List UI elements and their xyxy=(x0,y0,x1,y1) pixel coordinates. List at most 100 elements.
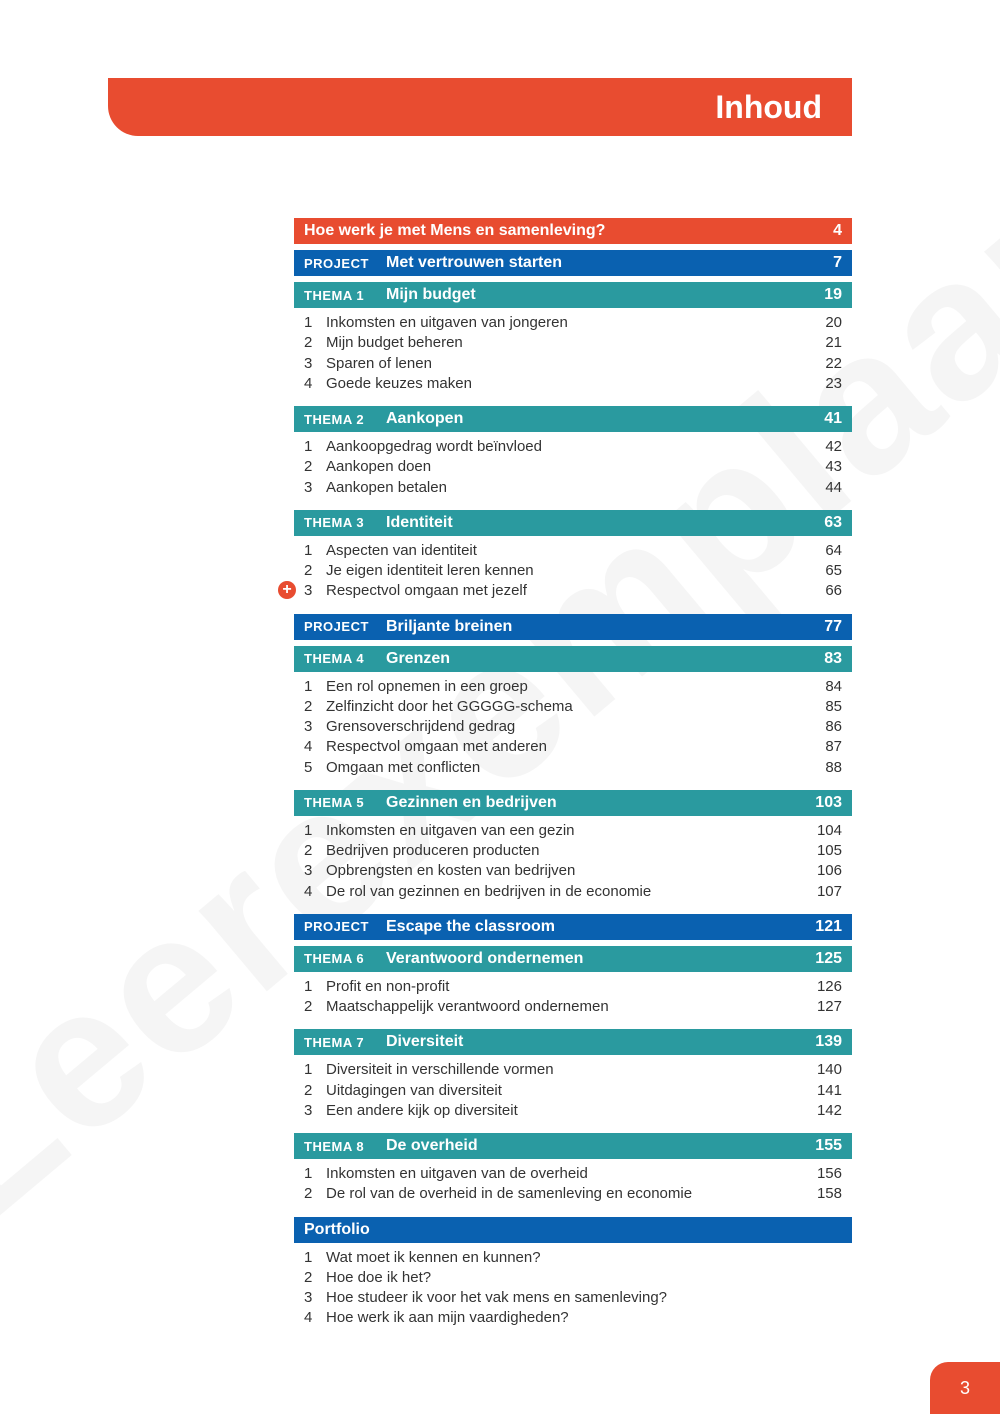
item-text: De rol van de overheid in de samenleving… xyxy=(326,1184,792,1204)
toc-section: THEMA 7Diversiteit1391Diversiteit in ver… xyxy=(294,1029,852,1127)
item-number: 2 xyxy=(304,697,326,717)
item-text: Hoe studeer ik voor het vak mens en same… xyxy=(326,1288,792,1308)
item-text: Diversiteit in verschillende vormen xyxy=(326,1060,792,1080)
section-header-bar: Hoe werk je met Mens en samenleving?4 xyxy=(294,218,852,244)
toc-item-row: 2Aankopen doen43 xyxy=(304,457,842,477)
section-page: 139 xyxy=(815,1033,842,1051)
section-page: 7 xyxy=(833,254,842,272)
section-title: Gezinnen en bedrijven xyxy=(386,794,815,812)
item-page: 43 xyxy=(792,457,842,477)
section-label: THEMA 7 xyxy=(304,1035,386,1050)
toc-item-row: 3Hoe studeer ik voor het vak mens en sam… xyxy=(304,1288,842,1308)
item-text: Mijn budget beheren xyxy=(326,333,792,353)
item-text: Je eigen identiteit leren kennen xyxy=(326,561,792,581)
section-label: Thema 8 xyxy=(304,1139,386,1154)
toc-section: PROJECTMet vertrouwen starten7 xyxy=(294,250,852,276)
item-number: 3 xyxy=(304,581,326,601)
item-number: 1 xyxy=(304,977,326,997)
toc-section: THEMA 1Mijn budget19 1Inkomsten en uitgav… xyxy=(294,282,852,400)
section-title: Escape the classroom xyxy=(386,918,815,936)
item-text: De rol van gezinnen en bedrijven in de e… xyxy=(326,882,792,902)
item-text: Aankopen betalen xyxy=(326,478,792,498)
toc-item-row: 3Respectvol omgaan met jezelf66 xyxy=(304,581,842,601)
item-page: 44 xyxy=(792,478,842,498)
section-header-bar: PROJECTEscape the classroom121 xyxy=(294,914,852,940)
section-items: 1Diversiteit in verschillende vormen1402… xyxy=(294,1055,852,1127)
item-number: 1 xyxy=(304,821,326,841)
item-number: 4 xyxy=(304,1308,326,1328)
item-page: 158 xyxy=(792,1184,842,1204)
item-text: Respectvol omgaan met anderen xyxy=(326,737,792,757)
page-number: 3 xyxy=(960,1378,970,1399)
toc-item-row: 2Mijn budget beheren21 xyxy=(304,333,842,353)
item-number: 3 xyxy=(304,717,326,737)
page-number-corner: 3 xyxy=(930,1362,1000,1414)
section-items: 1Aankoopgedrag wordt beïnvloed422Aankope… xyxy=(294,432,852,504)
title-banner: Inhoud xyxy=(108,78,852,136)
item-text: Hoe werk ik aan mijn vaardigheden? xyxy=(326,1308,792,1328)
item-number: 2 xyxy=(304,997,326,1017)
toc-item-row: 1Wat moet ik kennen en kunnen? xyxy=(304,1248,842,1268)
toc-item-row: 4Respectvol omgaan met anderen87 xyxy=(304,737,842,757)
toc-item-row: 3Een andere kijk op diversiteit142 xyxy=(304,1101,842,1121)
item-text: Zelfinzicht door het GGGGG-schema xyxy=(326,697,792,717)
toc-item-row: 2Maatschappelijk verantwoord ondernemen1… xyxy=(304,997,842,1017)
item-text: Inkomsten en uitgaven van jongeren xyxy=(326,313,792,333)
section-items: 1Een rol opnemen in een groep842Zelfinzi… xyxy=(294,672,852,784)
item-number: 1 xyxy=(304,1164,326,1184)
item-text: Aankopen doen xyxy=(326,457,792,477)
section-title: Mijn budget xyxy=(386,286,824,304)
item-page: 86 xyxy=(792,717,842,737)
item-page: 22 xyxy=(792,354,842,374)
section-header-bar: THEMA 1Mijn budget19 xyxy=(294,282,852,308)
toc-section: Portfolio 1Wat moet ik kennen en kunnen?2… xyxy=(294,1217,852,1335)
toc-item-row: 2Je eigen identiteit leren kennen65 xyxy=(304,561,842,581)
toc-item-row: 1Profit en non-profit126 xyxy=(304,977,842,997)
item-number: 3 xyxy=(304,478,326,498)
table-of-contents: Hoe werk je met Mens en samenleving?4 PRO… xyxy=(294,218,852,1335)
item-page: 126 xyxy=(792,977,842,997)
section-page: 103 xyxy=(815,794,842,812)
item-page: 88 xyxy=(792,758,842,778)
item-page: 23 xyxy=(792,374,842,394)
toc-item-row: 1Aankoopgedrag wordt beïnvloed42 xyxy=(304,437,842,457)
item-page: 127 xyxy=(792,997,842,1017)
toc-item-row: 1Aspecten van identiteit64 xyxy=(304,541,842,561)
section-items: 1Profit en non-profit1262Maatschappelijk… xyxy=(294,972,852,1024)
item-text: Hoe doe ik het? xyxy=(326,1268,792,1288)
item-text: Goede keuzes maken xyxy=(326,374,792,394)
item-page: 107 xyxy=(792,882,842,902)
section-header-bar: PROJECTBriljante breinen77 xyxy=(294,614,852,640)
toc-item-row: 3Sparen of lenen22 xyxy=(304,354,842,374)
toc-section: THEMA 3Identiteit63 1Aspecten van identit… xyxy=(294,510,852,608)
toc-section: PROJECTBriljante breinen77 xyxy=(294,614,852,640)
toc-item-row: 1Inkomsten en uitgaven van de overheid15… xyxy=(304,1164,842,1184)
section-title: Portfolio xyxy=(304,1221,842,1239)
section-page: 63 xyxy=(824,514,842,532)
item-page: 21 xyxy=(792,333,842,353)
toc-item-row: 1Inkomsten en uitgaven van jongeren20 xyxy=(304,313,842,333)
toc-item-row: 2Zelfinzicht door het GGGGG-schema85 xyxy=(304,697,842,717)
item-text: Maatschappelijk verantwoord ondernemen xyxy=(326,997,792,1017)
section-items: 1Inkomsten en uitgaven van de overheid15… xyxy=(294,1159,852,1211)
section-title: De overheid xyxy=(386,1137,815,1155)
section-header-bar: THEMA 5Gezinnen en bedrijven103 xyxy=(294,790,852,816)
section-label: THEMA 3 xyxy=(304,515,386,530)
section-title: Met vertrouwen starten xyxy=(386,254,833,272)
section-header-bar: THEMA 7Diversiteit139 xyxy=(294,1029,852,1055)
item-text: Opbrengsten en kosten van bedrijven xyxy=(326,861,792,881)
item-page: 142 xyxy=(792,1101,842,1121)
item-number: 3 xyxy=(304,1101,326,1121)
item-text: Wat moet ik kennen en kunnen? xyxy=(326,1248,792,1268)
section-page: 41 xyxy=(824,410,842,428)
toc-item-row: 5Omgaan met conflicten88 xyxy=(304,758,842,778)
section-header-bar: Thema 8De overheid155 xyxy=(294,1133,852,1159)
item-text: Aspecten van identiteit xyxy=(326,541,792,561)
item-page: 106 xyxy=(792,861,842,881)
item-number: 2 xyxy=(304,841,326,861)
toc-item-row: 2Hoe doe ik het? xyxy=(304,1268,842,1288)
section-title: Aankopen xyxy=(386,410,824,428)
section-header-bar: THEMA 3Identiteit63 xyxy=(294,510,852,536)
item-number: 1 xyxy=(304,1248,326,1268)
item-page: 66 xyxy=(792,581,842,601)
